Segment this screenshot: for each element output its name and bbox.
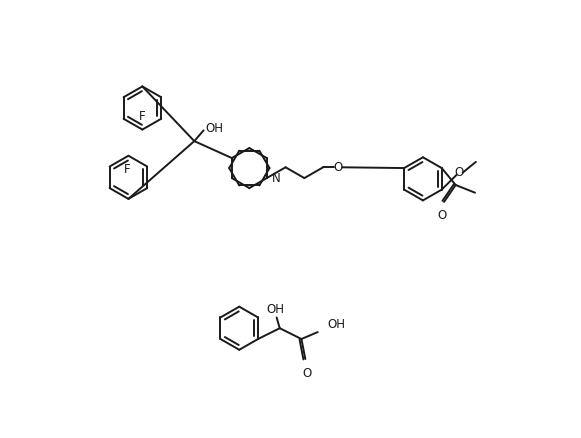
Text: O: O <box>333 161 343 174</box>
Text: O: O <box>454 166 464 179</box>
Text: N: N <box>272 172 281 184</box>
Text: OH: OH <box>267 303 285 316</box>
Text: O: O <box>302 367 311 380</box>
Text: F: F <box>139 110 146 123</box>
Text: OH: OH <box>328 318 346 331</box>
Text: F: F <box>124 162 130 176</box>
Text: O: O <box>437 209 446 222</box>
Text: OH: OH <box>205 122 223 135</box>
